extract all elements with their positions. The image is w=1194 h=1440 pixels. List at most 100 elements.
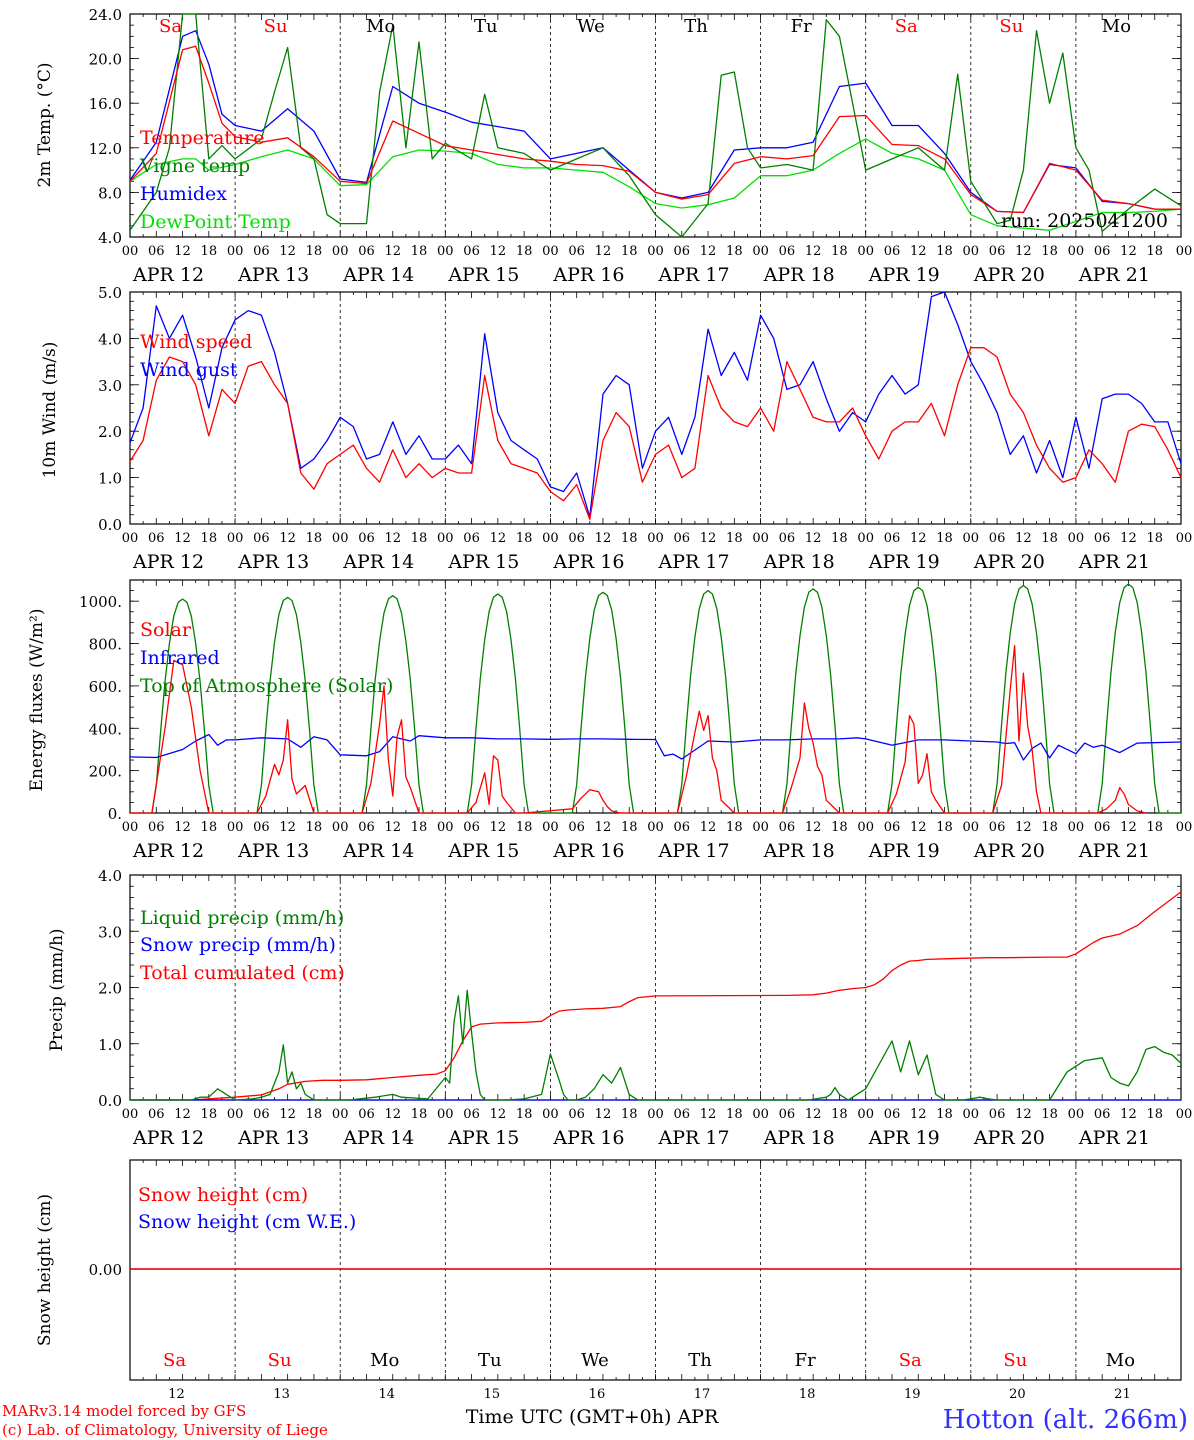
hour-tick-label: 12 [910,1107,927,1122]
hour-tick-label: 12 [174,1107,191,1122]
hour-tick-label: 18 [936,1107,953,1122]
hour-tick-label: 00 [857,820,874,835]
hour-tick-label: 18 [306,820,323,835]
date-label: APR 15 [447,551,519,573]
hour-tick-label: 18 [831,244,848,259]
hour-tick-label: 06 [463,820,480,835]
date-label: APR 20 [973,551,1045,573]
hour-tick-label: 12 [910,820,927,835]
hour-tick-label: 00 [963,1107,980,1122]
y-tick-label: 1.0 [98,1036,122,1054]
hour-tick-label: 12 [174,820,191,835]
hour-tick-label: 00 [1176,820,1193,835]
hour-tick-label: 06 [989,820,1006,835]
hour-tick-label: 18 [516,244,533,259]
hour-tick-label: 06 [1094,244,1111,259]
day-number-label: 16 [589,1387,606,1402]
weekday-label-top: Th [684,16,708,37]
hour-tick-label: 00 [437,244,454,259]
hour-tick-label: 12 [490,1107,507,1122]
weekday-label: Mo [1106,1350,1135,1371]
day-number-label: 17 [694,1387,711,1402]
hour-tick-label: 00 [752,1107,769,1122]
hour-tick-label: 12 [700,1107,717,1122]
hour-tick-label: 18 [1041,244,1058,259]
hour-tick-label: 12 [279,531,296,546]
legend-entry: DewPoint Temp [140,211,291,233]
legend-entry: Top of Atmosphere (Solar) [140,675,393,697]
hour-tick-label: 18 [621,531,638,546]
y-tick-label: 16.0 [89,95,122,113]
hour-tick-label: 06 [253,1107,270,1122]
hour-tick-label: 12 [700,244,717,259]
hour-tick-label: 18 [306,531,323,546]
hour-tick-label: 12 [910,531,927,546]
hour-tick-label: 12 [279,1107,296,1122]
hour-tick-label: 06 [989,244,1006,259]
credit-line-2: (c) Lab. of Climatology, University of L… [2,1421,328,1439]
day-number-label: 12 [168,1387,185,1402]
date-label: APR 17 [658,551,730,573]
hour-tick-label: 12 [384,1107,401,1122]
series-line-wind-gust [129,291,1182,518]
hour-tick-label: 18 [411,531,428,546]
hour-tick-label: 12 [1015,820,1032,835]
y-tick-label: 0. [108,805,122,823]
hour-tick-label: 06 [884,531,901,546]
date-label: APR 20 [973,264,1045,286]
y-tick-label: 3.0 [98,377,122,395]
day-number-label: 21 [1114,1387,1131,1402]
hour-tick-label: 00 [963,820,980,835]
hour-tick-label: 00 [963,244,980,259]
hour-tick-label: 12 [1120,244,1137,259]
hour-tick-label: 18 [1041,531,1058,546]
y-tick-label: 8.0 [98,184,122,202]
y-axis-title: Precip (mm/h) [47,928,67,1051]
y-tick-label: 200. [89,763,122,781]
hour-tick-label: 18 [726,244,743,259]
date-label: APR 21 [1078,1127,1150,1149]
credit-line-1: MARv3.14 model forced by GFS [2,1402,246,1420]
y-axis-title: 2m Temp. (°C) [35,62,55,187]
hour-tick-label: 18 [411,1107,428,1122]
hour-tick-label: 12 [1015,1107,1032,1122]
hour-tick-label: 12 [595,1107,612,1122]
hour-tick-label: 00 [752,820,769,835]
hour-tick-label: 18 [201,244,218,259]
legend-entry: Total cumulated (cm) [140,962,345,984]
hour-tick-label: 06 [674,244,691,259]
date-label: APR 19 [868,1127,940,1149]
hour-tick-label: 18 [726,531,743,546]
y-tick-label: 20.0 [89,51,122,69]
hour-tick-label: 18 [516,820,533,835]
hour-tick-label: 00 [437,820,454,835]
date-label: APR 18 [763,1127,835,1149]
hour-tick-label: 12 [279,244,296,259]
hour-tick-label: 06 [568,244,585,259]
hour-tick-label: 06 [989,1107,1006,1122]
hour-tick-label: 00 [1068,531,1085,546]
hour-tick-label: 00 [437,531,454,546]
hour-tick-label: 18 [411,244,428,259]
hour-tick-label: 06 [1094,820,1111,835]
hour-tick-label: 12 [805,820,822,835]
y-tick-label: 400. [89,720,122,738]
date-label: APR 12 [132,551,204,573]
weekday-label-top: Su [999,16,1023,37]
hour-tick-label: 06 [674,820,691,835]
date-label: APR 15 [447,840,519,862]
hour-tick-label: 06 [253,244,270,259]
day-number-label: 20 [1009,1387,1026,1402]
hour-tick-label: 12 [595,820,612,835]
date-label: APR 12 [132,264,204,286]
hour-tick-label: 12 [1120,820,1137,835]
date-label: APR 19 [868,551,940,573]
hour-tick-label: 00 [122,820,139,835]
hour-tick-label: 00 [542,1107,559,1122]
hour-tick-label: 00 [542,244,559,259]
hour-tick-label: 18 [411,820,428,835]
hour-tick-label: 12 [1015,531,1032,546]
date-label: APR 12 [132,1127,204,1149]
hour-tick-label: 06 [253,820,270,835]
y-tick-label: 4.0 [98,330,122,348]
